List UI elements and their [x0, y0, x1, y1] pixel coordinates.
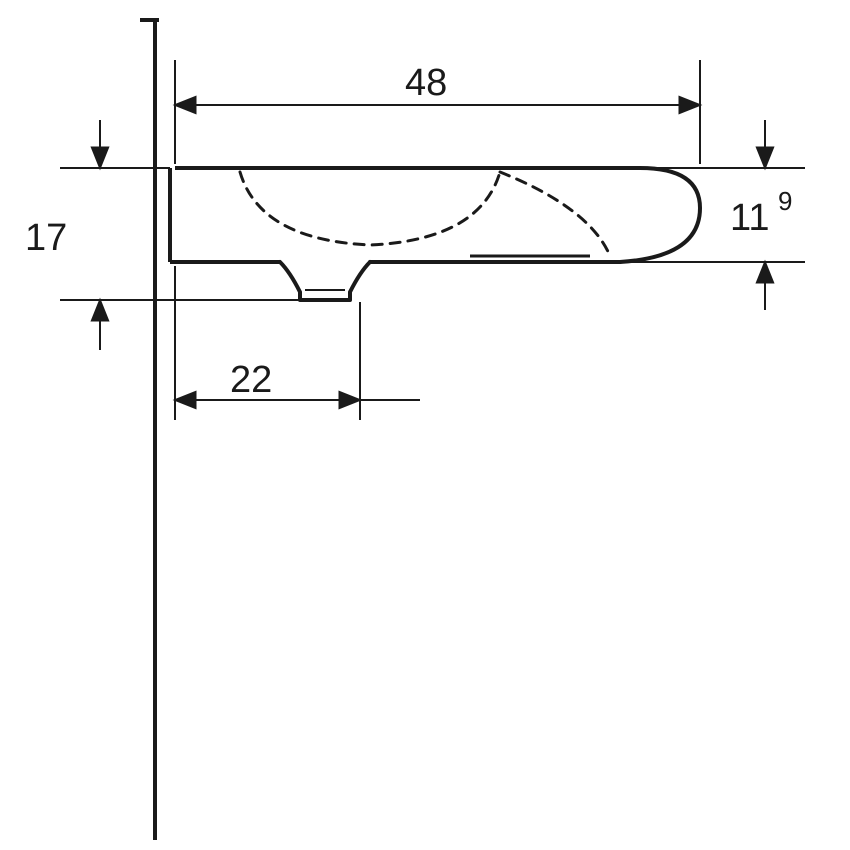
- dim-11-sup: 9: [778, 186, 792, 216]
- bowl-hidden: [240, 172, 500, 245]
- dim-11: 11: [730, 197, 769, 239]
- drain-outline: [280, 262, 370, 300]
- technical-drawing: 48 17 11 9 22: [0, 0, 850, 850]
- dim-17: 17: [25, 217, 67, 259]
- dim-48: 48: [405, 62, 447, 104]
- dim-22: 22: [230, 359, 272, 401]
